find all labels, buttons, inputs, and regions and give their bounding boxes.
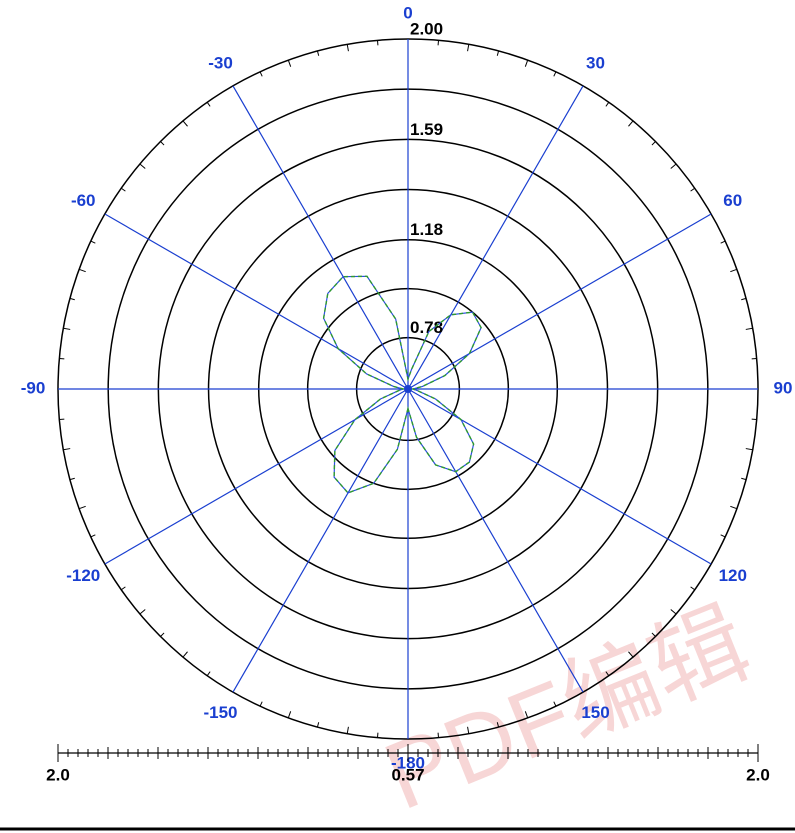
scale-label: 2.0: [746, 765, 770, 784]
watermark-layer: PDF编辑: [371, 590, 763, 831]
watermark: PDF编辑: [371, 590, 763, 831]
angle-label: 0: [403, 3, 412, 22]
angle-label: -60: [71, 191, 96, 210]
minor-tick: [90, 534, 96, 538]
grid-layer: 0 30 60 90 120 150 -180 -150 -120 -90 -60 -30 0.78 1.…: [21, 3, 793, 784]
angle-label: 30: [586, 54, 605, 73]
minor-tick: [745, 448, 753, 451]
minor-tick: [139, 609, 146, 615]
minor-tick: [316, 50, 320, 56]
spoke: [104, 388, 409, 565]
minor-tick: [496, 722, 500, 728]
spoke: [104, 213, 409, 390]
angle-label: -150: [203, 703, 237, 722]
minor-tick: [90, 240, 96, 244]
ring-label: 0.78: [410, 318, 443, 337]
minor-tick: [160, 141, 165, 146]
minor-tick: [741, 297, 747, 301]
minor-tick: [69, 477, 75, 481]
minor-tick: [730, 505, 738, 510]
minor-tick: [553, 71, 557, 77]
minor-tick: [651, 632, 656, 637]
minor-tick: [628, 651, 634, 658]
angle-label: 60: [723, 191, 742, 210]
scale-label: 0.57: [391, 765, 424, 784]
minor-tick: [690, 586, 695, 591]
minor-tick: [720, 240, 726, 244]
pattern-curve: [322, 275, 482, 494]
minor-tick: [524, 711, 529, 719]
minor-tick: [346, 44, 349, 52]
minor-tick: [745, 327, 753, 330]
minor-tick: [259, 71, 263, 77]
minor-tick: [69, 297, 75, 301]
minor-tick: [259, 701, 263, 707]
minor-tick: [670, 163, 677, 169]
minor-tick: [139, 163, 146, 169]
angle-label: -30: [208, 54, 233, 73]
minor-tick: [730, 268, 738, 273]
minor-tick: [467, 44, 470, 52]
spoke: [407, 213, 712, 390]
minor-tick: [121, 586, 126, 591]
minor-tick: [182, 651, 188, 658]
minor-tick: [63, 327, 71, 330]
center-dot: [404, 385, 412, 393]
angle-label: -180: [391, 753, 425, 772]
spoke: [407, 388, 712, 565]
minor-tick: [741, 477, 747, 481]
spoke: [407, 85, 584, 390]
minor-tick: [553, 701, 557, 707]
minor-tick: [316, 722, 320, 728]
ring-label: 2.00: [410, 19, 443, 38]
minor-tick: [346, 726, 349, 734]
minor-tick: [121, 187, 126, 192]
minor-tick: [628, 120, 634, 127]
minor-tick: [182, 120, 188, 127]
minor-tick: [670, 609, 677, 615]
angle-label: 90: [774, 378, 793, 397]
plot-layer: [322, 275, 482, 494]
spoke: [407, 388, 584, 693]
minor-tick: [690, 187, 695, 192]
scale-label: 2.0: [46, 765, 70, 784]
minor-tick: [287, 711, 292, 719]
minor-tick: [605, 102, 610, 107]
minor-tick: [496, 50, 500, 56]
minor-tick: [206, 671, 211, 676]
minor-tick: [524, 59, 529, 67]
minor-tick: [78, 505, 86, 510]
minor-tick: [206, 102, 211, 107]
angle-label: -120: [66, 566, 100, 585]
angle-label: 120: [719, 566, 747, 585]
minor-tick: [63, 448, 71, 451]
minor-tick: [651, 141, 656, 146]
minor-tick: [605, 671, 610, 676]
minor-tick: [78, 268, 86, 273]
angle-label: 150: [581, 703, 609, 722]
minor-tick: [467, 726, 470, 734]
ring-label: 1.18: [410, 220, 443, 239]
spoke: [232, 85, 409, 390]
minor-tick: [720, 534, 726, 538]
minor-tick: [160, 632, 165, 637]
minor-tick: [287, 59, 292, 67]
angle-label: -90: [21, 378, 46, 397]
spoke: [232, 388, 409, 693]
ring-label: 1.59: [410, 120, 443, 139]
